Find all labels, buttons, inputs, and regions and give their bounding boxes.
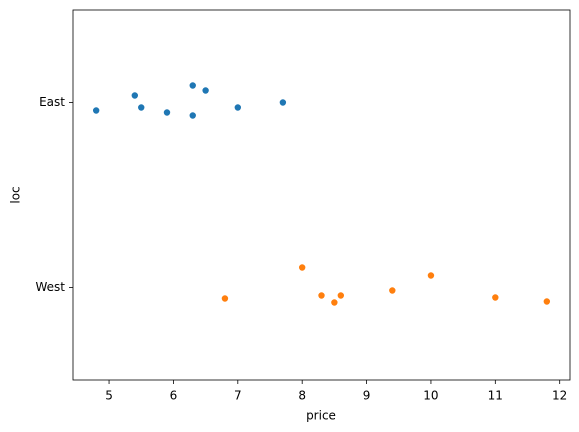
x-tick-label: 6 (170, 389, 178, 403)
y-axis-label: loc (9, 186, 23, 203)
point (138, 104, 145, 111)
point (163, 109, 171, 116)
point (202, 87, 209, 94)
x-axis-label: price (306, 409, 336, 423)
point (298, 264, 306, 271)
point (234, 104, 242, 111)
point (389, 287, 396, 294)
point (337, 292, 345, 299)
point (492, 294, 499, 301)
point (427, 272, 435, 279)
x-tick-label: 12 (552, 389, 567, 403)
y-tick-label: East (39, 95, 65, 109)
x-tick-label: 8 (298, 389, 306, 403)
x-tick-label: 11 (488, 389, 503, 403)
point (189, 82, 196, 89)
point (92, 107, 100, 114)
y-tick-label: West (35, 280, 65, 294)
point (318, 292, 325, 299)
point (189, 112, 196, 119)
point (543, 298, 551, 305)
plot-frame (72, 9, 571, 381)
x-tick-label: 9 (363, 389, 371, 403)
point (331, 299, 338, 306)
x-tick-label: 10 (423, 389, 438, 403)
x-tick-label: 5 (105, 389, 113, 403)
point (131, 92, 139, 99)
x-tick-label: 7 (234, 389, 242, 403)
point (221, 295, 229, 302)
point (279, 99, 287, 106)
